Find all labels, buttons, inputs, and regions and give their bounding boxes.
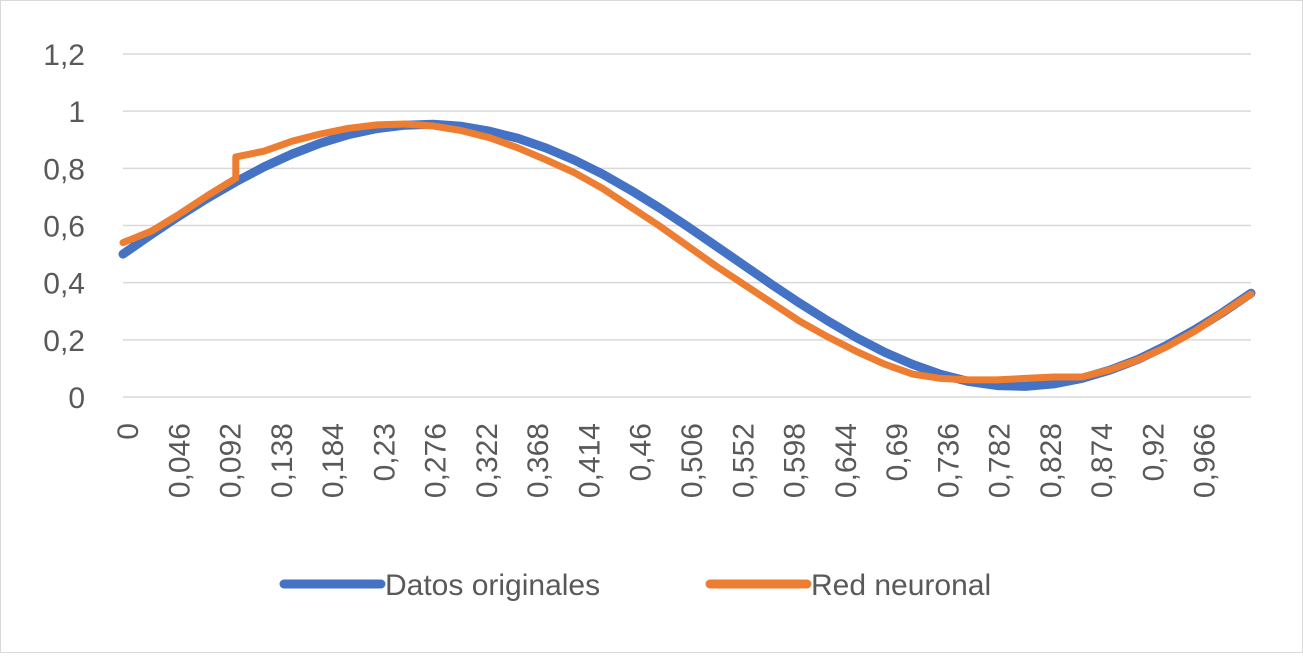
y-tick-label: 1 xyxy=(68,96,85,129)
y-tick-label: 0 xyxy=(68,382,85,415)
legend-label-datos-originales: Datos originales xyxy=(385,569,600,602)
x-tick-label: 0,46 xyxy=(625,423,658,481)
y-axis-ticks: 0 0,2 0,4 0,6 0,8 1 1,2 xyxy=(43,39,85,415)
x-tick-label: 0,874 xyxy=(1086,423,1119,498)
x-tick-label: 0,368 xyxy=(522,423,555,498)
x-tick-label: 0,23 xyxy=(368,423,401,481)
gridlines xyxy=(123,53,1251,398)
x-tick-label: 0,92 xyxy=(1137,423,1170,481)
x-tick-label: 0,644 xyxy=(830,423,863,498)
legend: Datos originales Red neuronal xyxy=(279,569,991,602)
x-tick-label: 0,966 xyxy=(1189,423,1222,498)
x-tick-label: 0,092 xyxy=(215,423,248,498)
x-tick-label: 0,322 xyxy=(471,423,504,498)
series-lines xyxy=(118,119,1256,391)
x-tick-label: 0 xyxy=(112,423,145,440)
x-tick-label: 0,598 xyxy=(779,423,812,498)
x-tick-label: 0,782 xyxy=(984,423,1017,498)
y-tick-label: 0,4 xyxy=(43,268,85,301)
x-tick-label: 0,276 xyxy=(420,423,453,498)
y-tick-label: 1,2 xyxy=(43,39,85,72)
x-tick-label: 0,828 xyxy=(1035,423,1068,498)
x-tick-label: 0,506 xyxy=(676,423,709,498)
legend-item-datos-originales: Datos originales xyxy=(279,569,600,602)
x-tick-label: 0,552 xyxy=(727,423,760,498)
x-tick-label: 0,69 xyxy=(881,423,914,481)
series-line-datos-originales xyxy=(118,119,1256,391)
y-tick-label: 0,2 xyxy=(43,325,85,358)
x-tick-label: 0,184 xyxy=(317,423,350,498)
x-tick-label: 0,736 xyxy=(932,423,965,498)
y-tick-label: 0,8 xyxy=(43,153,85,186)
x-axis-ticks: 0 0,046 0,092 0,138 0,184 0,23 0,276 0,322 0,368… xyxy=(112,423,1222,498)
y-tick-label: 0,6 xyxy=(43,211,85,244)
x-tick-label: 0,138 xyxy=(266,423,299,498)
legend-label-red-neuronal: Red neuronal xyxy=(811,569,991,602)
x-tick-label: 0,046 xyxy=(163,423,196,498)
legend-item-red-neuronal: Red neuronal xyxy=(705,569,991,602)
series-line-red-neuronal xyxy=(119,120,1255,384)
x-tick-label: 0,414 xyxy=(573,423,606,498)
